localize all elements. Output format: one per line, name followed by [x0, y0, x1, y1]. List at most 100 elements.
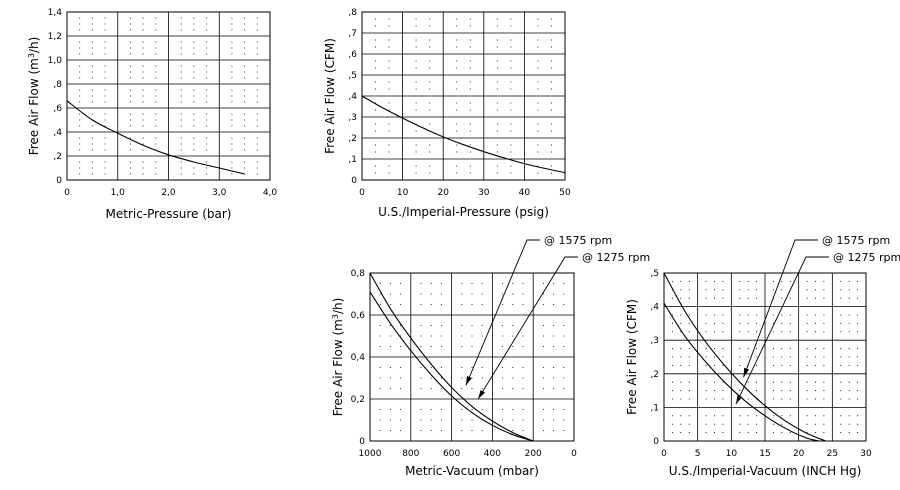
y-tick-label: ,2 [650, 370, 659, 380]
grid-dot [823, 364, 825, 366]
grid-dot [129, 149, 131, 151]
grid-dot [374, 172, 377, 174]
grid-dot [193, 17, 195, 19]
grid-dot [429, 151, 431, 153]
grid-dot [415, 46, 417, 48]
x-tick-label: 30 [860, 449, 872, 459]
grid-dot [389, 282, 391, 285]
grid-dot [512, 324, 514, 327]
grid-dot [244, 113, 246, 115]
grid-dot [374, 123, 377, 125]
grid-dot [781, 280, 783, 282]
grid-dot [388, 172, 390, 174]
grid-dot [848, 289, 850, 291]
y-tick-label: 0 [653, 437, 659, 447]
grid-dot [388, 25, 390, 27]
grid-dot [739, 331, 741, 333]
grid-dot [481, 293, 483, 295]
grid-dot [193, 77, 195, 79]
grid-dot [496, 67, 498, 69]
grid-dot [512, 377, 514, 379]
grid-dot [104, 113, 106, 115]
grid-dot [857, 348, 859, 350]
grid-dot [193, 89, 195, 91]
grid-dot [688, 398, 690, 400]
grid-dot [510, 165, 512, 167]
grid-dot [789, 322, 791, 324]
grid-dot [510, 151, 512, 153]
grid-dot [256, 137, 258, 139]
grid-dot [471, 387, 473, 390]
grid-dot [379, 408, 381, 411]
y-tick-label: 0 [359, 437, 365, 447]
grid-dot [155, 71, 157, 73]
grid-dot [550, 39, 553, 41]
grid-dot [256, 17, 258, 19]
grid-dot [180, 125, 182, 127]
y-tick-label: ,3 [348, 113, 357, 123]
grid-dot [155, 29, 157, 31]
grid-dot [256, 125, 258, 127]
grid-dot [142, 113, 144, 115]
grid-dot [206, 125, 208, 127]
grid-dot [789, 280, 791, 282]
grid-dot [857, 364, 859, 366]
series-line-1 [361, 95, 566, 174]
grid-dot [231, 143, 233, 145]
grid-dot [781, 289, 783, 291]
grid-dot [537, 67, 539, 69]
grid-dot [79, 95, 81, 97]
grid-dot [415, 151, 417, 153]
grid-dot [104, 65, 106, 67]
grid-dot [806, 381, 808, 383]
y-tick-label: ,1 [348, 155, 357, 165]
grid-dot [180, 65, 182, 67]
grid-dot [155, 113, 157, 115]
y-axis-label: Free Air Flow (m3/h) [331, 298, 346, 417]
grid-dot [256, 113, 258, 115]
grid-dot [256, 101, 258, 103]
grid-dot [256, 77, 258, 79]
grid-dot [705, 390, 707, 392]
grid-dot [553, 345, 555, 348]
grid-dot [840, 364, 842, 366]
grid-dot [542, 377, 544, 379]
grid-dot [142, 143, 144, 145]
grid-dot [563, 293, 565, 295]
grid-dot [104, 167, 106, 169]
grid-dot [400, 429, 402, 432]
grid-dot [469, 123, 471, 125]
grid-dot [722, 423, 724, 425]
grid-dot [553, 293, 555, 295]
grid-dot [129, 23, 131, 25]
chart-metric-vacuum: 1000 800 600 400 200 0 0 0,2 0,4 0,6 0,8 Metric-Vac… [331, 234, 651, 478]
grid-dot [789, 390, 791, 392]
grid-dot [781, 398, 783, 400]
y-tick-label: 0,8 [351, 269, 366, 279]
grid-dot [781, 390, 783, 392]
x-tick-label: 800 [402, 449, 419, 459]
grid-dot [469, 172, 471, 174]
grid-dot [388, 102, 390, 104]
grid-dot [420, 303, 422, 306]
grid-dot [713, 381, 716, 383]
grid-dot [193, 23, 195, 25]
grid-dot [857, 289, 859, 291]
grid-dot [512, 282, 514, 285]
grid-dot [806, 297, 808, 299]
grid-dot [91, 125, 93, 127]
grid-dot [430, 419, 432, 421]
grid-dot [206, 143, 208, 145]
grid-dot [537, 130, 539, 132]
grid-dot [388, 67, 390, 69]
grid-dot [713, 390, 716, 392]
grid-dot [550, 102, 553, 104]
grid-dot [429, 46, 431, 48]
grid-dot [430, 345, 432, 348]
grid-dot [129, 53, 131, 55]
grid-dot [823, 432, 825, 434]
grid-dot [722, 280, 724, 282]
grid-dot [374, 67, 377, 69]
x-axis-label: Metric-Pressure (bar) [106, 207, 232, 221]
grid-dot [389, 408, 391, 411]
